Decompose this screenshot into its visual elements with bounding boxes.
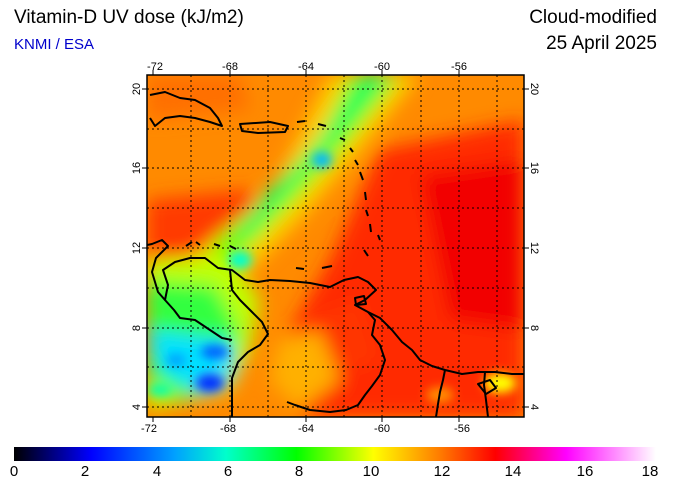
- lon-top-label: -60: [374, 61, 390, 73]
- lon-top-label: -56: [451, 61, 467, 73]
- lat-right-label: 12: [528, 242, 540, 254]
- lon-bottom-label: -56: [454, 423, 470, 435]
- colorbar-label: 0: [9, 463, 19, 480]
- lat-left-label: 4: [131, 404, 143, 410]
- lon-bottom-label: -68: [220, 423, 236, 435]
- lat-right-label: 4: [528, 404, 540, 410]
- colorbar-label: 14: [504, 463, 522, 480]
- colorbar-label: 2: [80, 463, 90, 480]
- date-label: 25 April 2025: [546, 33, 657, 54]
- colorbar-label: 6: [223, 463, 233, 480]
- colorbar-label: 4: [152, 463, 162, 480]
- lat-left-label: 8: [131, 325, 143, 331]
- lat-right-label: 20: [528, 83, 540, 95]
- colorbar: [14, 447, 656, 461]
- lon-bottom-label: -72: [141, 423, 157, 435]
- lon-top-label: -68: [222, 61, 238, 73]
- lat-left-label: 16: [131, 162, 143, 174]
- lat-left-label: 20: [131, 83, 143, 95]
- colorbar-label: 12: [433, 463, 451, 480]
- colorbar-label: 10: [362, 463, 380, 480]
- map-title: Vitamin-D UV dose (kJ/m2): [14, 7, 244, 28]
- mode-label: Cloud-modified: [529, 7, 657, 28]
- lon-top-label: -64: [298, 61, 314, 73]
- lon-bottom-label: -60: [374, 423, 390, 435]
- graticule: [147, 75, 524, 417]
- lon-top-label: -72: [147, 61, 163, 73]
- colorbar-label: 18: [641, 463, 659, 480]
- lon-bottom-label: -64: [298, 423, 314, 435]
- lat-left-label: 12: [131, 242, 143, 254]
- lat-right-label: 8: [528, 325, 540, 331]
- uv-field: [147, 75, 524, 417]
- provider-label: KNMI / ESA: [14, 36, 95, 53]
- map-frame: [146, 74, 525, 418]
- frame-ticks: [142, 70, 529, 422]
- lat-right-label: 16: [528, 162, 540, 174]
- coastlines: [147, 91, 524, 417]
- colorbar-label: 8: [294, 463, 304, 480]
- colorbar-label: 16: [576, 463, 594, 480]
